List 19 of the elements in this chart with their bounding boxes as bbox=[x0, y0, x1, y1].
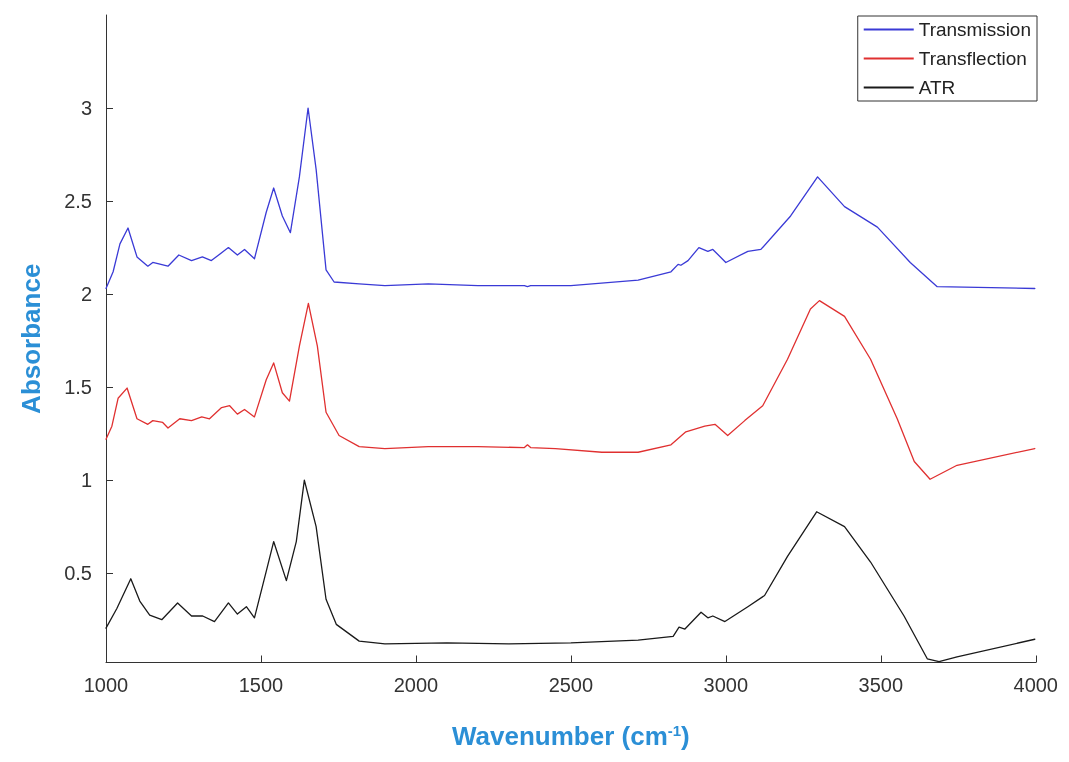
y-tick-label: 1 bbox=[80, 469, 92, 492]
y-tick-label: 1.5 bbox=[64, 376, 92, 399]
legend-label: Transflection bbox=[918, 48, 1027, 69]
line-series bbox=[105, 299, 1036, 480]
x-tick-label: 1000 bbox=[83, 673, 129, 696]
y-axis-title: Absorbance bbox=[16, 263, 46, 414]
legend-label: Transmission bbox=[918, 19, 1031, 40]
legend-label: ATR bbox=[918, 77, 956, 98]
x-tick-label: 2000 bbox=[393, 673, 439, 696]
x-tick-label: 3500 bbox=[858, 673, 904, 696]
y-tick-label: 2.5 bbox=[64, 190, 92, 213]
line-series bbox=[105, 107, 1036, 290]
y-tick-label: 2 bbox=[80, 283, 92, 306]
x-tick-label: 2500 bbox=[548, 673, 594, 696]
y-tick-label: 3 bbox=[80, 97, 92, 120]
x-tick-label: 3000 bbox=[703, 673, 749, 696]
x-tick-label: 1500 bbox=[238, 673, 284, 696]
y-tick-label: 0.5 bbox=[64, 562, 92, 585]
x-tick-label: 4000 bbox=[1013, 673, 1058, 696]
